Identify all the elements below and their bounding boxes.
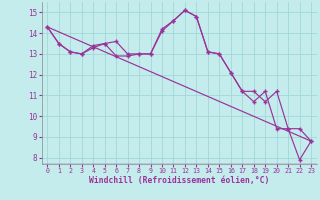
X-axis label: Windchill (Refroidissement éolien,°C): Windchill (Refroidissement éolien,°C) [89,176,269,185]
